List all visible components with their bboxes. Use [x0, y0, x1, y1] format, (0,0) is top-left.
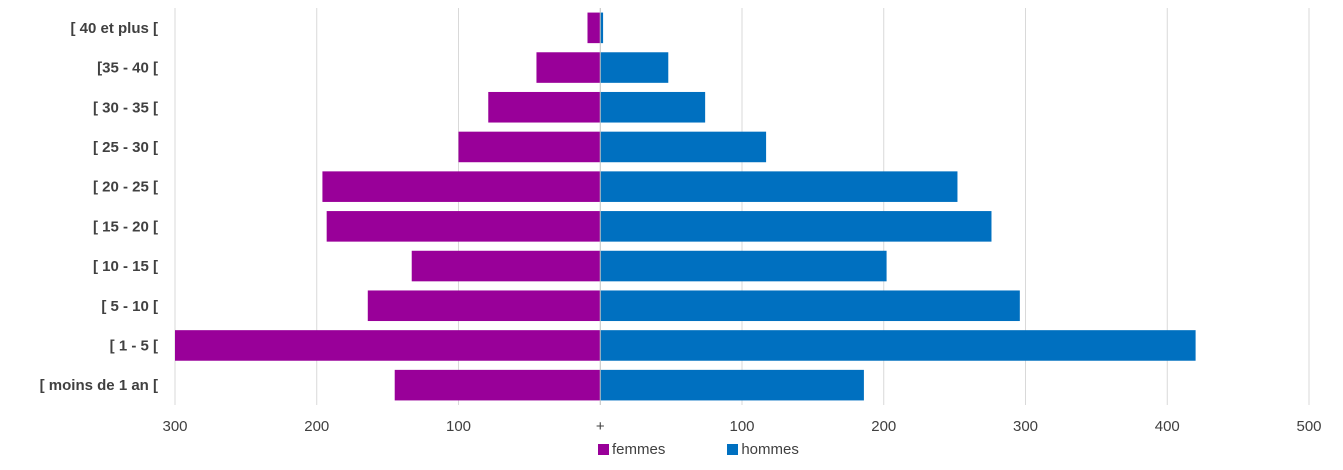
category-label: [35 - 40 [ — [97, 60, 158, 77]
category-label: [ moins de 1 an [ — [40, 377, 158, 394]
legend: femmes hommes — [598, 441, 799, 458]
category-label: [ 20 - 25 [ — [93, 179, 158, 196]
x-tick-label: 500 — [1296, 418, 1321, 435]
x-tick-labels: 300 200 100 +100 200 300 400 500 — [162, 418, 1321, 435]
bar-femmes — [488, 91, 601, 123]
x-tick-label: 100 — [729, 418, 754, 435]
category-label: [ 40 et plus [ — [70, 20, 158, 37]
bar-femmes — [394, 369, 601, 401]
bar-hommes — [600, 250, 887, 282]
bar-hommes — [600, 369, 864, 401]
x-tick-label: 200 — [304, 418, 329, 435]
bar-hommes — [600, 52, 669, 83]
bar-hommes — [600, 330, 1196, 361]
bar-femmes — [587, 12, 601, 44]
category-label: [ 10 - 15 [ — [93, 258, 158, 275]
x-tick-label: + — [596, 418, 605, 435]
bar-hommes — [600, 12, 604, 44]
bar-femmes — [326, 211, 601, 242]
legend-swatch-femmes — [598, 444, 609, 455]
category-label: [ 15 - 20 [ — [93, 218, 158, 235]
bars — [175, 12, 1196, 401]
category-labels: [ moins de 1 an [ [ 1 - 5 [ [ 5 - 10 [ [ 10… — [40, 20, 158, 394]
legend-label-femmes: femmes — [612, 441, 666, 458]
bar-femmes — [458, 131, 601, 163]
bar-hommes — [600, 211, 992, 242]
bar-hommes — [600, 171, 958, 202]
category-label: [ 25 - 30 [ — [93, 139, 158, 156]
bar-hommes — [600, 91, 706, 123]
x-tick-label: 400 — [1155, 418, 1180, 435]
bar-femmes — [322, 171, 601, 202]
x-tick-label: 300 — [162, 418, 187, 435]
x-tick-label: 200 — [871, 418, 896, 435]
x-tick-label: 300 — [1013, 418, 1038, 435]
bar-hommes — [600, 290, 1020, 322]
bar-femmes — [367, 290, 601, 322]
legend-item-femmes: femmes — [598, 441, 665, 458]
bar-femmes — [175, 330, 601, 361]
x-tick-label: 100 — [446, 418, 471, 435]
gridlines — [174, 8, 1310, 405]
category-label: [ 1 - 5 [ — [110, 337, 158, 354]
category-label: [ 5 - 10 [ — [101, 298, 158, 315]
legend-label-hommes: hommes — [741, 441, 799, 458]
legend-item-hommes: hommes — [727, 441, 799, 458]
category-label: [ 30 - 35 [ — [93, 99, 158, 116]
bar-femmes — [411, 250, 601, 282]
legend-swatch-hommes — [727, 444, 739, 455]
bar-femmes — [536, 52, 601, 83]
bar-hommes — [600, 131, 767, 163]
